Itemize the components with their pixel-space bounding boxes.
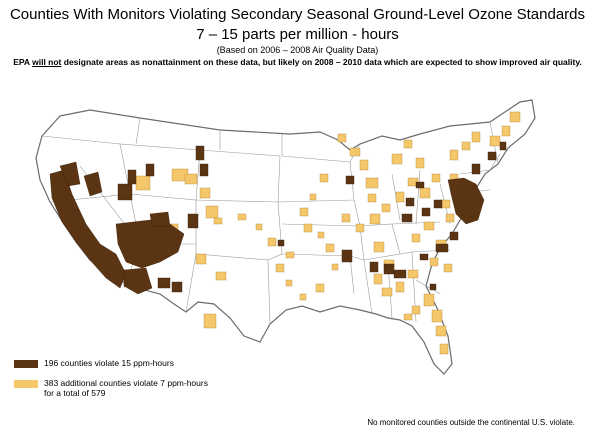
legend-severe-swatch <box>14 359 38 368</box>
footnote: No monitored counties outside the contin… <box>367 418 575 427</box>
severe-counties <box>49 141 507 295</box>
us-outline <box>35 99 536 375</box>
data-basis: (Based on 2006 – 2008 Air Quality Data) <box>216 45 379 55</box>
map-title: Counties With Monitors Violating Seconda… <box>9 6 586 23</box>
us-ozone-map <box>35 99 536 375</box>
legend-moderate-label: 383 additional counties violate 7 ppm-ho… <box>44 378 208 388</box>
legend-severe: 196 counties violate 15 ppm-hours <box>14 358 174 368</box>
epa-note: EPA will not designate areas as nonattai… <box>13 57 582 67</box>
legend-moderate-swatch <box>14 379 38 388</box>
legend-moderate: 383 additional counties violate 7 ppm-ho… <box>14 378 208 398</box>
legend-severe-label: 196 counties violate 15 ppm-hours <box>44 358 174 368</box>
legend-moderate-total: for a total of 579 <box>44 388 106 398</box>
map-subtitle: 7 – 15 parts per million - hours <box>196 26 399 43</box>
